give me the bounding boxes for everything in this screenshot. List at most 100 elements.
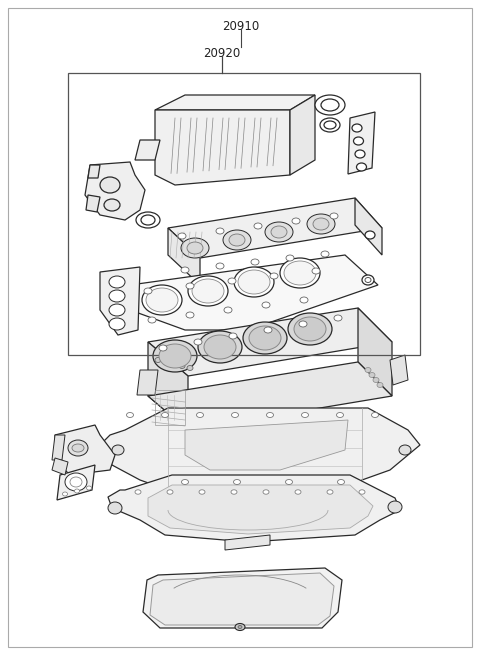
Ellipse shape <box>224 307 232 313</box>
Ellipse shape <box>299 321 307 327</box>
Polygon shape <box>55 425 115 475</box>
Ellipse shape <box>286 479 292 485</box>
Ellipse shape <box>353 137 363 145</box>
Ellipse shape <box>194 339 202 345</box>
Polygon shape <box>348 112 375 174</box>
Ellipse shape <box>337 479 345 485</box>
Ellipse shape <box>359 490 365 495</box>
Ellipse shape <box>321 99 339 111</box>
Polygon shape <box>52 435 65 460</box>
Ellipse shape <box>301 413 309 417</box>
Ellipse shape <box>264 327 272 333</box>
Ellipse shape <box>108 502 122 514</box>
Ellipse shape <box>109 318 125 330</box>
Ellipse shape <box>228 278 236 284</box>
Ellipse shape <box>312 268 320 274</box>
Ellipse shape <box>399 445 411 455</box>
Ellipse shape <box>270 273 278 279</box>
Ellipse shape <box>288 313 332 345</box>
Ellipse shape <box>295 490 301 495</box>
Ellipse shape <box>365 231 375 239</box>
Ellipse shape <box>142 285 182 315</box>
Ellipse shape <box>238 270 270 294</box>
Polygon shape <box>143 568 342 628</box>
Ellipse shape <box>388 501 402 513</box>
Ellipse shape <box>377 383 383 388</box>
Ellipse shape <box>231 490 237 495</box>
Ellipse shape <box>167 490 173 495</box>
Ellipse shape <box>153 340 197 372</box>
Polygon shape <box>100 267 140 335</box>
Ellipse shape <box>352 124 362 132</box>
Polygon shape <box>85 162 145 220</box>
Ellipse shape <box>229 333 237 339</box>
Ellipse shape <box>234 267 274 297</box>
Ellipse shape <box>372 413 379 417</box>
Ellipse shape <box>127 413 133 417</box>
Polygon shape <box>148 362 392 430</box>
Ellipse shape <box>235 624 245 631</box>
Ellipse shape <box>70 477 82 487</box>
Polygon shape <box>137 370 158 395</box>
Ellipse shape <box>355 150 365 158</box>
Ellipse shape <box>192 279 224 303</box>
Ellipse shape <box>216 228 224 234</box>
Ellipse shape <box>365 367 371 373</box>
Polygon shape <box>148 342 188 430</box>
Ellipse shape <box>249 326 281 350</box>
Ellipse shape <box>188 276 228 306</box>
Ellipse shape <box>198 331 242 363</box>
Ellipse shape <box>284 261 316 285</box>
Ellipse shape <box>163 360 169 364</box>
Ellipse shape <box>86 486 92 490</box>
Text: 20910: 20910 <box>222 20 260 33</box>
Ellipse shape <box>144 288 152 294</box>
Ellipse shape <box>292 218 300 224</box>
Ellipse shape <box>186 312 194 318</box>
Polygon shape <box>57 465 95 500</box>
Ellipse shape <box>159 344 191 368</box>
Polygon shape <box>168 228 200 285</box>
Ellipse shape <box>65 473 87 491</box>
Ellipse shape <box>68 440 88 456</box>
Ellipse shape <box>265 222 293 242</box>
Ellipse shape <box>187 242 203 254</box>
Polygon shape <box>155 110 290 185</box>
Polygon shape <box>108 475 400 542</box>
Ellipse shape <box>357 163 367 171</box>
Polygon shape <box>148 308 392 376</box>
Ellipse shape <box>313 218 329 230</box>
Ellipse shape <box>171 362 177 367</box>
Ellipse shape <box>216 263 224 269</box>
Ellipse shape <box>300 297 308 303</box>
Polygon shape <box>150 573 334 625</box>
Ellipse shape <box>104 199 120 211</box>
Polygon shape <box>225 535 270 550</box>
Ellipse shape <box>233 479 240 485</box>
Polygon shape <box>130 255 378 330</box>
Polygon shape <box>390 355 408 385</box>
Ellipse shape <box>179 364 185 369</box>
Ellipse shape <box>135 490 141 495</box>
Polygon shape <box>155 95 315 110</box>
Ellipse shape <box>136 212 160 228</box>
Ellipse shape <box>109 304 125 316</box>
Ellipse shape <box>280 258 320 288</box>
Ellipse shape <box>263 490 269 495</box>
Polygon shape <box>100 408 420 495</box>
Ellipse shape <box>178 233 186 239</box>
Ellipse shape <box>307 214 335 234</box>
Polygon shape <box>86 195 100 212</box>
Ellipse shape <box>100 177 120 193</box>
Ellipse shape <box>187 365 193 371</box>
Ellipse shape <box>327 490 333 495</box>
Ellipse shape <box>229 234 245 246</box>
Ellipse shape <box>243 322 287 354</box>
Ellipse shape <box>181 267 189 273</box>
Ellipse shape <box>161 413 168 417</box>
Ellipse shape <box>223 230 251 250</box>
Polygon shape <box>88 165 100 178</box>
Polygon shape <box>358 308 392 396</box>
Polygon shape <box>135 140 160 160</box>
Ellipse shape <box>72 444 84 452</box>
